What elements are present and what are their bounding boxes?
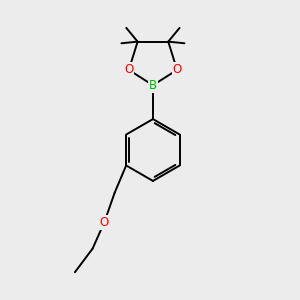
Text: O: O: [100, 216, 109, 229]
Text: O: O: [124, 63, 134, 76]
Text: O: O: [172, 63, 182, 76]
Text: B: B: [149, 79, 157, 92]
